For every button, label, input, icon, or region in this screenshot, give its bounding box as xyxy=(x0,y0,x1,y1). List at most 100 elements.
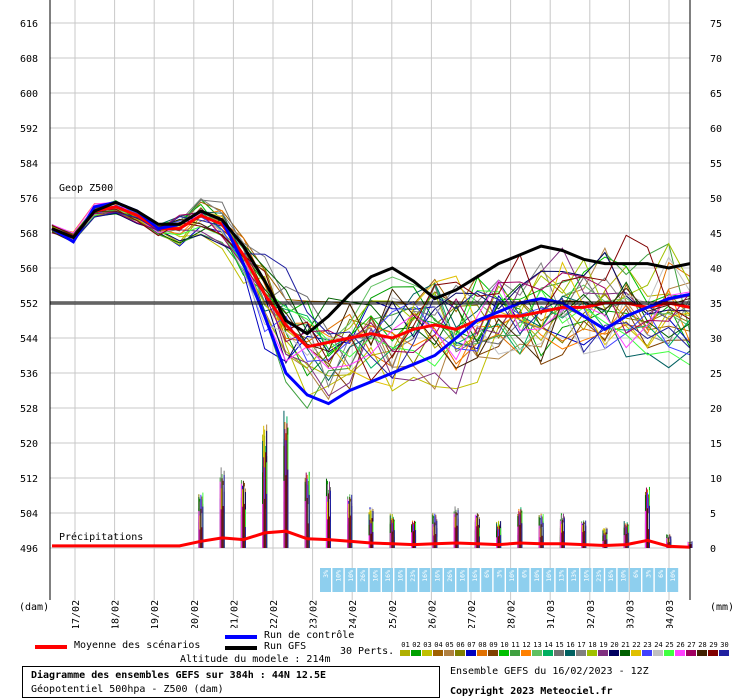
pert-number: 11 xyxy=(511,641,520,649)
perturbation-cell xyxy=(667,568,679,592)
perturbation-cell xyxy=(481,568,493,592)
y-right-tick: 30 xyxy=(710,334,722,345)
pert-color-swatch xyxy=(609,650,619,656)
y-right-tick: 70 xyxy=(710,54,722,65)
pert-number: 28 xyxy=(698,641,707,649)
y-left-tick: 544 xyxy=(20,334,38,345)
pert-number: 29 xyxy=(709,641,718,649)
x-tick: 22/02 xyxy=(269,600,280,628)
perturbation-cell xyxy=(630,568,641,592)
perturbation-label: 10% xyxy=(620,570,628,582)
perturbation-label: 6% xyxy=(657,570,665,578)
y-right-tick: 15 xyxy=(710,439,722,450)
x-tick: 02/03 xyxy=(586,600,597,628)
y-right-tick: 10 xyxy=(710,474,722,485)
y-right-tick: 25 xyxy=(710,369,722,380)
pert-number: 08 xyxy=(478,641,487,649)
main-series xyxy=(51,200,691,406)
perturbation-label: 10% xyxy=(533,570,541,582)
pert-color-swatch xyxy=(686,650,696,656)
x-tick: 17/02 xyxy=(71,600,82,628)
perturbation-cell xyxy=(555,568,567,592)
perturbation-cell xyxy=(369,568,381,592)
pert-number: 24 xyxy=(654,641,663,649)
y-right-tick: 60 xyxy=(710,124,722,135)
gfs-label: Run GFS xyxy=(264,641,307,652)
perturbation-label: 26% xyxy=(446,570,454,582)
pert-number: 25 xyxy=(665,641,674,649)
pert-color-swatch xyxy=(697,650,707,656)
y-left-tick: 528 xyxy=(20,404,38,415)
perturbation-cell xyxy=(592,568,604,592)
y-left-tick: 504 xyxy=(20,509,38,520)
perturbation-cell xyxy=(543,568,555,592)
pert-number: 01 xyxy=(401,641,410,649)
pert-number: 18 xyxy=(588,641,597,649)
pert-color-swatch xyxy=(587,650,597,656)
gfs-swatch xyxy=(225,646,257,650)
pert-color-swatch xyxy=(554,650,564,656)
control-swatch xyxy=(225,635,257,639)
perturbation-label: 13% xyxy=(570,570,578,582)
y-right-tick: 35 xyxy=(710,299,722,310)
y-left-tick: 536 xyxy=(20,369,38,380)
perturbation-label: 3% xyxy=(496,570,504,578)
perturbation-cell xyxy=(605,568,617,592)
perturbation-cell xyxy=(444,568,455,592)
perturbation-label: 16% xyxy=(582,570,590,582)
perturbation-cell xyxy=(320,568,331,592)
perturbation-label: 6% xyxy=(632,570,640,578)
y-right-tick: 20 xyxy=(710,404,722,415)
perturbation-label: 16% xyxy=(372,570,380,582)
pert-color-swatch xyxy=(565,650,575,656)
perturbation-label: 26% xyxy=(359,570,367,582)
perturbation-label: 10% xyxy=(347,570,355,582)
pert-color-swatch xyxy=(510,650,520,656)
perturbation-cell xyxy=(456,568,468,592)
y-left-tick: 576 xyxy=(20,194,38,205)
pert-number: 17 xyxy=(577,641,586,649)
perturbation-cell xyxy=(344,568,356,592)
perturbation-cell xyxy=(419,568,431,592)
geop-annotation: Geop Z500 xyxy=(59,183,113,194)
pert-number: 10 xyxy=(500,641,509,649)
pert-color-swatch xyxy=(631,650,641,656)
x-tick: 04/03 xyxy=(665,600,676,628)
precip-mean-line xyxy=(52,529,691,549)
y-left-tick: 552 xyxy=(20,299,38,310)
pert-number: 07 xyxy=(467,641,476,649)
perturbation-cell xyxy=(518,568,530,592)
perturbation-cell xyxy=(530,568,542,592)
x-tick: 24/02 xyxy=(348,600,359,628)
perturbation-cell xyxy=(357,568,369,592)
pert-number: 26 xyxy=(676,641,685,649)
chart-subtitle: Géopotentiel 500hpa - Z500 (dam) xyxy=(31,684,224,695)
pert-number: 04 xyxy=(434,641,443,649)
perturbation-cell xyxy=(406,568,418,592)
y-left-unit: (dam) xyxy=(19,602,49,613)
pert-color-swatch xyxy=(422,650,432,656)
pert-number: 14 xyxy=(544,641,553,649)
perturbation-label: 23% xyxy=(409,570,417,582)
perturbation-label: 10% xyxy=(334,570,342,582)
x-tick: 21/02 xyxy=(229,600,240,628)
x-tick: 26/02 xyxy=(427,600,438,628)
perturbation-cell xyxy=(580,568,592,592)
x-tick: 27/02 xyxy=(467,600,478,628)
pert-color-swatch xyxy=(433,650,443,656)
precipitation-bars xyxy=(52,410,693,549)
ensemble-member-line xyxy=(51,202,691,391)
y-left-tick: 520 xyxy=(20,439,38,450)
perturbation-cell xyxy=(332,568,344,592)
pert-number: 27 xyxy=(687,641,696,649)
title-box: Diagramme des ensembles GEFS sur 384h : … xyxy=(22,666,440,698)
x-tick: 03/03 xyxy=(625,600,636,628)
x-tick: 18/02 xyxy=(111,600,122,628)
perturbation-band: 3% 10% 10% 26% 16% 16% 16% 23% 16% 16% 26% 16% 16% 6%… xyxy=(320,568,679,592)
pert-number: 19 xyxy=(599,641,608,649)
pert-number: 23 xyxy=(643,641,652,649)
pert-number: 30 xyxy=(720,641,729,649)
y-left-tick: 512 xyxy=(20,474,38,485)
